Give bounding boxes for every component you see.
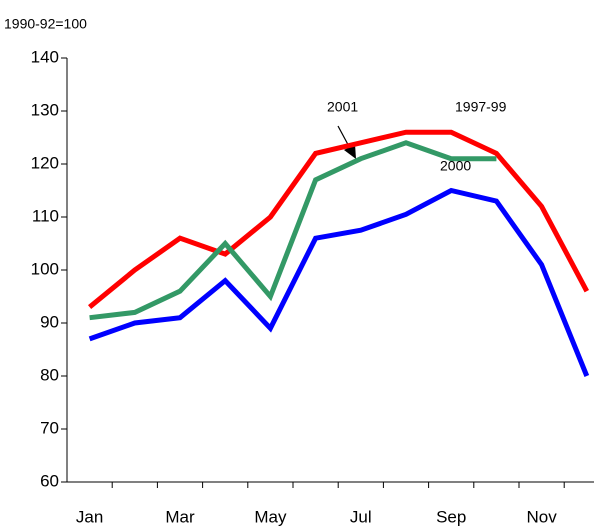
- series-line: [89, 140, 497, 321]
- x-tick-label: Mar: [165, 507, 195, 526]
- series-line: [88, 129, 590, 310]
- y-tick-label: 130: [31, 100, 59, 119]
- y-tick-label: 90: [40, 312, 59, 331]
- y-tick-label: 140: [31, 47, 59, 66]
- x-tick-label: May: [254, 507, 287, 526]
- series-label: 2000: [440, 158, 471, 174]
- x-tick-label: Nov: [526, 507, 557, 526]
- chart-subtitle: 1990-92=100: [4, 16, 87, 32]
- y-tick-label: 80: [40, 365, 59, 384]
- y-tick-label: 110: [32, 206, 59, 225]
- series-label: 2001: [327, 99, 358, 115]
- y-tick-label: 60: [40, 471, 59, 490]
- series-line: [88, 187, 590, 377]
- y-tick-label: 70: [40, 418, 59, 437]
- series-label: 1997-99: [455, 99, 507, 115]
- arrow-head: [344, 144, 356, 159]
- x-tick-label: Sep: [436, 507, 466, 526]
- x-tick-label: Jan: [76, 507, 103, 526]
- y-tick-label: 120: [31, 153, 59, 172]
- x-tick-label: Jul: [350, 507, 372, 526]
- y-tick-label: 100: [31, 259, 59, 278]
